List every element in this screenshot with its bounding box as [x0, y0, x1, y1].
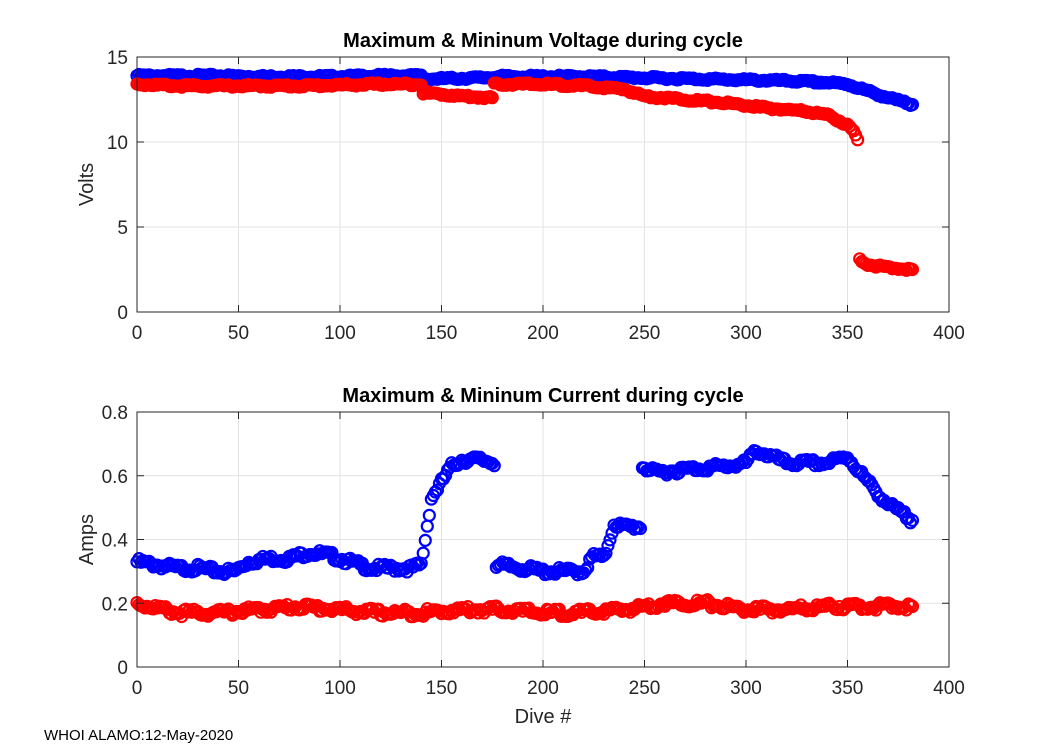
- x-tick-label: 350: [832, 323, 864, 344]
- data-point: [905, 513, 920, 527]
- data-point: [633, 521, 648, 536]
- data-point: [851, 133, 865, 147]
- x-tick-label: 100: [324, 323, 356, 344]
- data-point: [410, 556, 424, 570]
- x-tick-label: 400: [933, 323, 965, 344]
- x-tick-label: 400: [933, 678, 965, 699]
- y-tick-label: 10: [107, 133, 128, 154]
- voltage-chart: 0 50 100 150 200 250 300 350 400 0 5 10 15 Maximum & …: [76, 30, 965, 344]
- chart-title: Maximum & Mininum Current during cycle: [342, 385, 743, 407]
- data-point: [599, 546, 613, 560]
- data-point: [905, 599, 920, 614]
- data-point: [905, 262, 920, 277]
- y-tick-label: 0.4: [102, 531, 129, 552]
- x-tick-label: 50: [228, 323, 249, 344]
- footer-credit: WHOI ALAMO:12-May-2020: [44, 727, 234, 744]
- y-tick-label: 0: [117, 303, 128, 324]
- series-maximum-current: [130, 444, 920, 582]
- data-point: [215, 603, 229, 617]
- x-tick-label: 250: [629, 323, 661, 344]
- x-tick-label: 50: [228, 678, 249, 699]
- data-point: [483, 599, 497, 614]
- x-tick-label: 150: [426, 323, 458, 344]
- data-point: [905, 97, 920, 112]
- x-tick-label: 150: [426, 678, 458, 699]
- y-tick-label: 0.8: [102, 403, 128, 424]
- data-point: [485, 456, 499, 471]
- y-tick-label: 15: [107, 48, 128, 69]
- data-point: [485, 91, 499, 105]
- y-tick-label: 0: [117, 658, 128, 679]
- y-axis-label: Volts: [76, 163, 98, 206]
- data-point: [422, 508, 436, 522]
- y-axis-label: Amps: [76, 514, 98, 565]
- x-tick-label: 300: [730, 678, 762, 699]
- y-tick-label: 0.6: [102, 467, 128, 488]
- series-minimum-voltage: [130, 76, 920, 277]
- y-tick-label: 5: [117, 218, 128, 239]
- x-tick-label: 300: [730, 323, 762, 344]
- x-axis-label: Dive #: [515, 706, 573, 728]
- data-point: [416, 546, 430, 560]
- data-point: [603, 533, 617, 547]
- current-chart: 0 50 100 150 200 250 300 350 400 0 0.2 0.4 0.6 0.8 Max…: [76, 385, 965, 728]
- data-point: [579, 563, 593, 577]
- chart-title: Maximum & Mininum Voltage during cycle: [343, 30, 743, 52]
- x-tick-label: 0: [132, 323, 143, 344]
- x-tick-label: 200: [527, 678, 559, 699]
- data-point: [903, 516, 918, 530]
- x-tick-label: 100: [324, 678, 356, 699]
- y-tick-label: 0.2: [102, 594, 128, 615]
- series-minimum-current: [130, 593, 920, 624]
- x-tick-label: 350: [832, 678, 864, 699]
- data-point: [581, 561, 595, 575]
- data-point: [418, 533, 432, 547]
- x-tick-label: 250: [629, 678, 661, 699]
- x-tick-label: 0: [132, 678, 143, 699]
- data-point: [430, 483, 445, 497]
- x-tick-label: 200: [527, 323, 559, 344]
- data-point: [487, 459, 501, 473]
- data-point: [601, 539, 615, 553]
